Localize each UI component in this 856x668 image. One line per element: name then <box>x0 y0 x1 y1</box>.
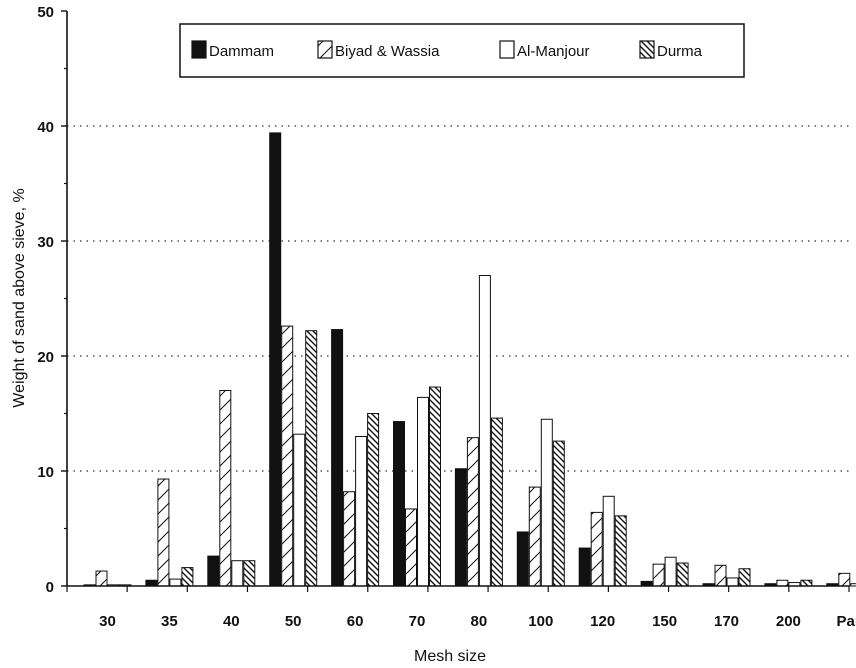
bar-durma-170 <box>738 568 751 587</box>
bar-al-manjour-60 <box>355 436 368 587</box>
x-tick-label: 200 <box>776 613 801 630</box>
bar-dammam-40 <box>207 555 220 587</box>
bar-biyad-wassia-60 <box>343 491 356 587</box>
x-tick-label: 30 <box>99 613 116 630</box>
bar-biyad-wassia-200 <box>776 579 789 587</box>
legend-swatch <box>639 40 655 59</box>
y-tick-label: 20 <box>37 349 54 366</box>
bar-biyad-wassia-50 <box>281 325 294 587</box>
bar-biyad-wassia-35 <box>157 478 170 587</box>
bar-al-manjour-80 <box>478 275 491 587</box>
legend: Dammam Biyad & Wassia Al-Manjour Durma <box>179 23 745 78</box>
bar-al-manjour-pan <box>850 583 856 587</box>
bar-dammam-80 <box>454 468 467 587</box>
gridlines <box>67 125 849 472</box>
x-tick-label: 120 <box>590 613 615 630</box>
bar-al-manjour-40 <box>231 560 244 587</box>
bar-al-manjour-35 <box>169 578 182 587</box>
bar-durma-120 <box>614 515 627 587</box>
bar-al-manjour-120 <box>602 495 615 587</box>
bar-biyad-wassia-pan <box>838 572 851 587</box>
y-tick-label: 10 <box>37 464 54 481</box>
bar-biyad-wassia-70 <box>405 508 417 587</box>
x-tick-label: Pan <box>837 613 856 630</box>
x-tick-label: 100 <box>528 613 553 630</box>
x-tick-label: 70 <box>409 613 426 630</box>
bar-durma-40 <box>243 560 256 587</box>
bar-biyad-wassia-170 <box>714 564 727 587</box>
legend-label: Durma <box>657 43 703 60</box>
bar-durma-60 <box>367 413 380 587</box>
bar-durma-80 <box>490 417 503 587</box>
legend-label: Dammam <box>209 43 274 60</box>
y-tick-labels: 0 10 20 30 40 50 <box>37 4 54 596</box>
legend-swatch <box>191 40 207 59</box>
bar-durma-150 <box>676 562 689 587</box>
bar-dammam-120 <box>578 547 591 587</box>
x-tick-labels: 30 35 40 50 60 70 80 100 120 150 170 200 Pan <box>99 613 856 630</box>
bar-durma-50 <box>305 330 318 587</box>
x-tick-label: 60 <box>347 613 364 630</box>
legend-label: Biyad & Wassia <box>335 43 440 60</box>
bar-durma-100 <box>552 440 565 587</box>
legend-label: Al-Manjour <box>517 43 590 60</box>
x-axis-title: Mesh size <box>414 648 486 665</box>
bar-al-manjour-170 <box>726 577 739 587</box>
bar-biyad-wassia-40 <box>219 390 232 587</box>
x-tick-label: 40 <box>223 613 240 630</box>
bar-dammam-100 <box>516 531 529 587</box>
bar-dammam-35 <box>145 579 158 587</box>
bar-biyad-wassia-150 <box>652 563 665 587</box>
bar-durma-35 <box>181 567 194 587</box>
x-tick-label: 35 <box>161 613 178 630</box>
bar-al-manjour-50 <box>293 433 306 587</box>
bar-durma-200 <box>800 579 813 587</box>
x-tick-label: 170 <box>714 613 739 630</box>
legend-swatch <box>499 40 515 59</box>
x-tick-label: 50 <box>285 613 302 630</box>
y-tick-label: 50 <box>37 4 54 21</box>
bar-biyad-wassia-120 <box>590 511 603 587</box>
bars-group <box>83 132 856 587</box>
y-axis-title: Weight of sand above sieve, % <box>11 188 28 407</box>
axes <box>61 10 850 592</box>
y-tick-label: 0 <box>46 579 54 596</box>
bar-biyad-wassia-100 <box>528 486 541 587</box>
bar-biyad-wassia-30 <box>95 570 108 587</box>
bar-al-manjour-150 <box>664 556 677 587</box>
y-tick-label: 40 <box>37 119 54 136</box>
bar-al-manjour-100 <box>540 418 553 587</box>
bar-dammam-60 <box>331 329 344 587</box>
bar-dammam-50 <box>269 132 282 587</box>
bar-biyad-wassia-80 <box>466 437 479 587</box>
legend-swatch <box>317 40 333 59</box>
y-tick-label: 30 <box>37 234 54 251</box>
bar-durma-70 <box>429 386 441 587</box>
bar-al-manjour-70 <box>417 396 429 587</box>
x-tick-label: 150 <box>652 613 677 630</box>
x-tick-label: 80 <box>471 613 488 630</box>
bar-dammam-70 <box>393 421 405 587</box>
